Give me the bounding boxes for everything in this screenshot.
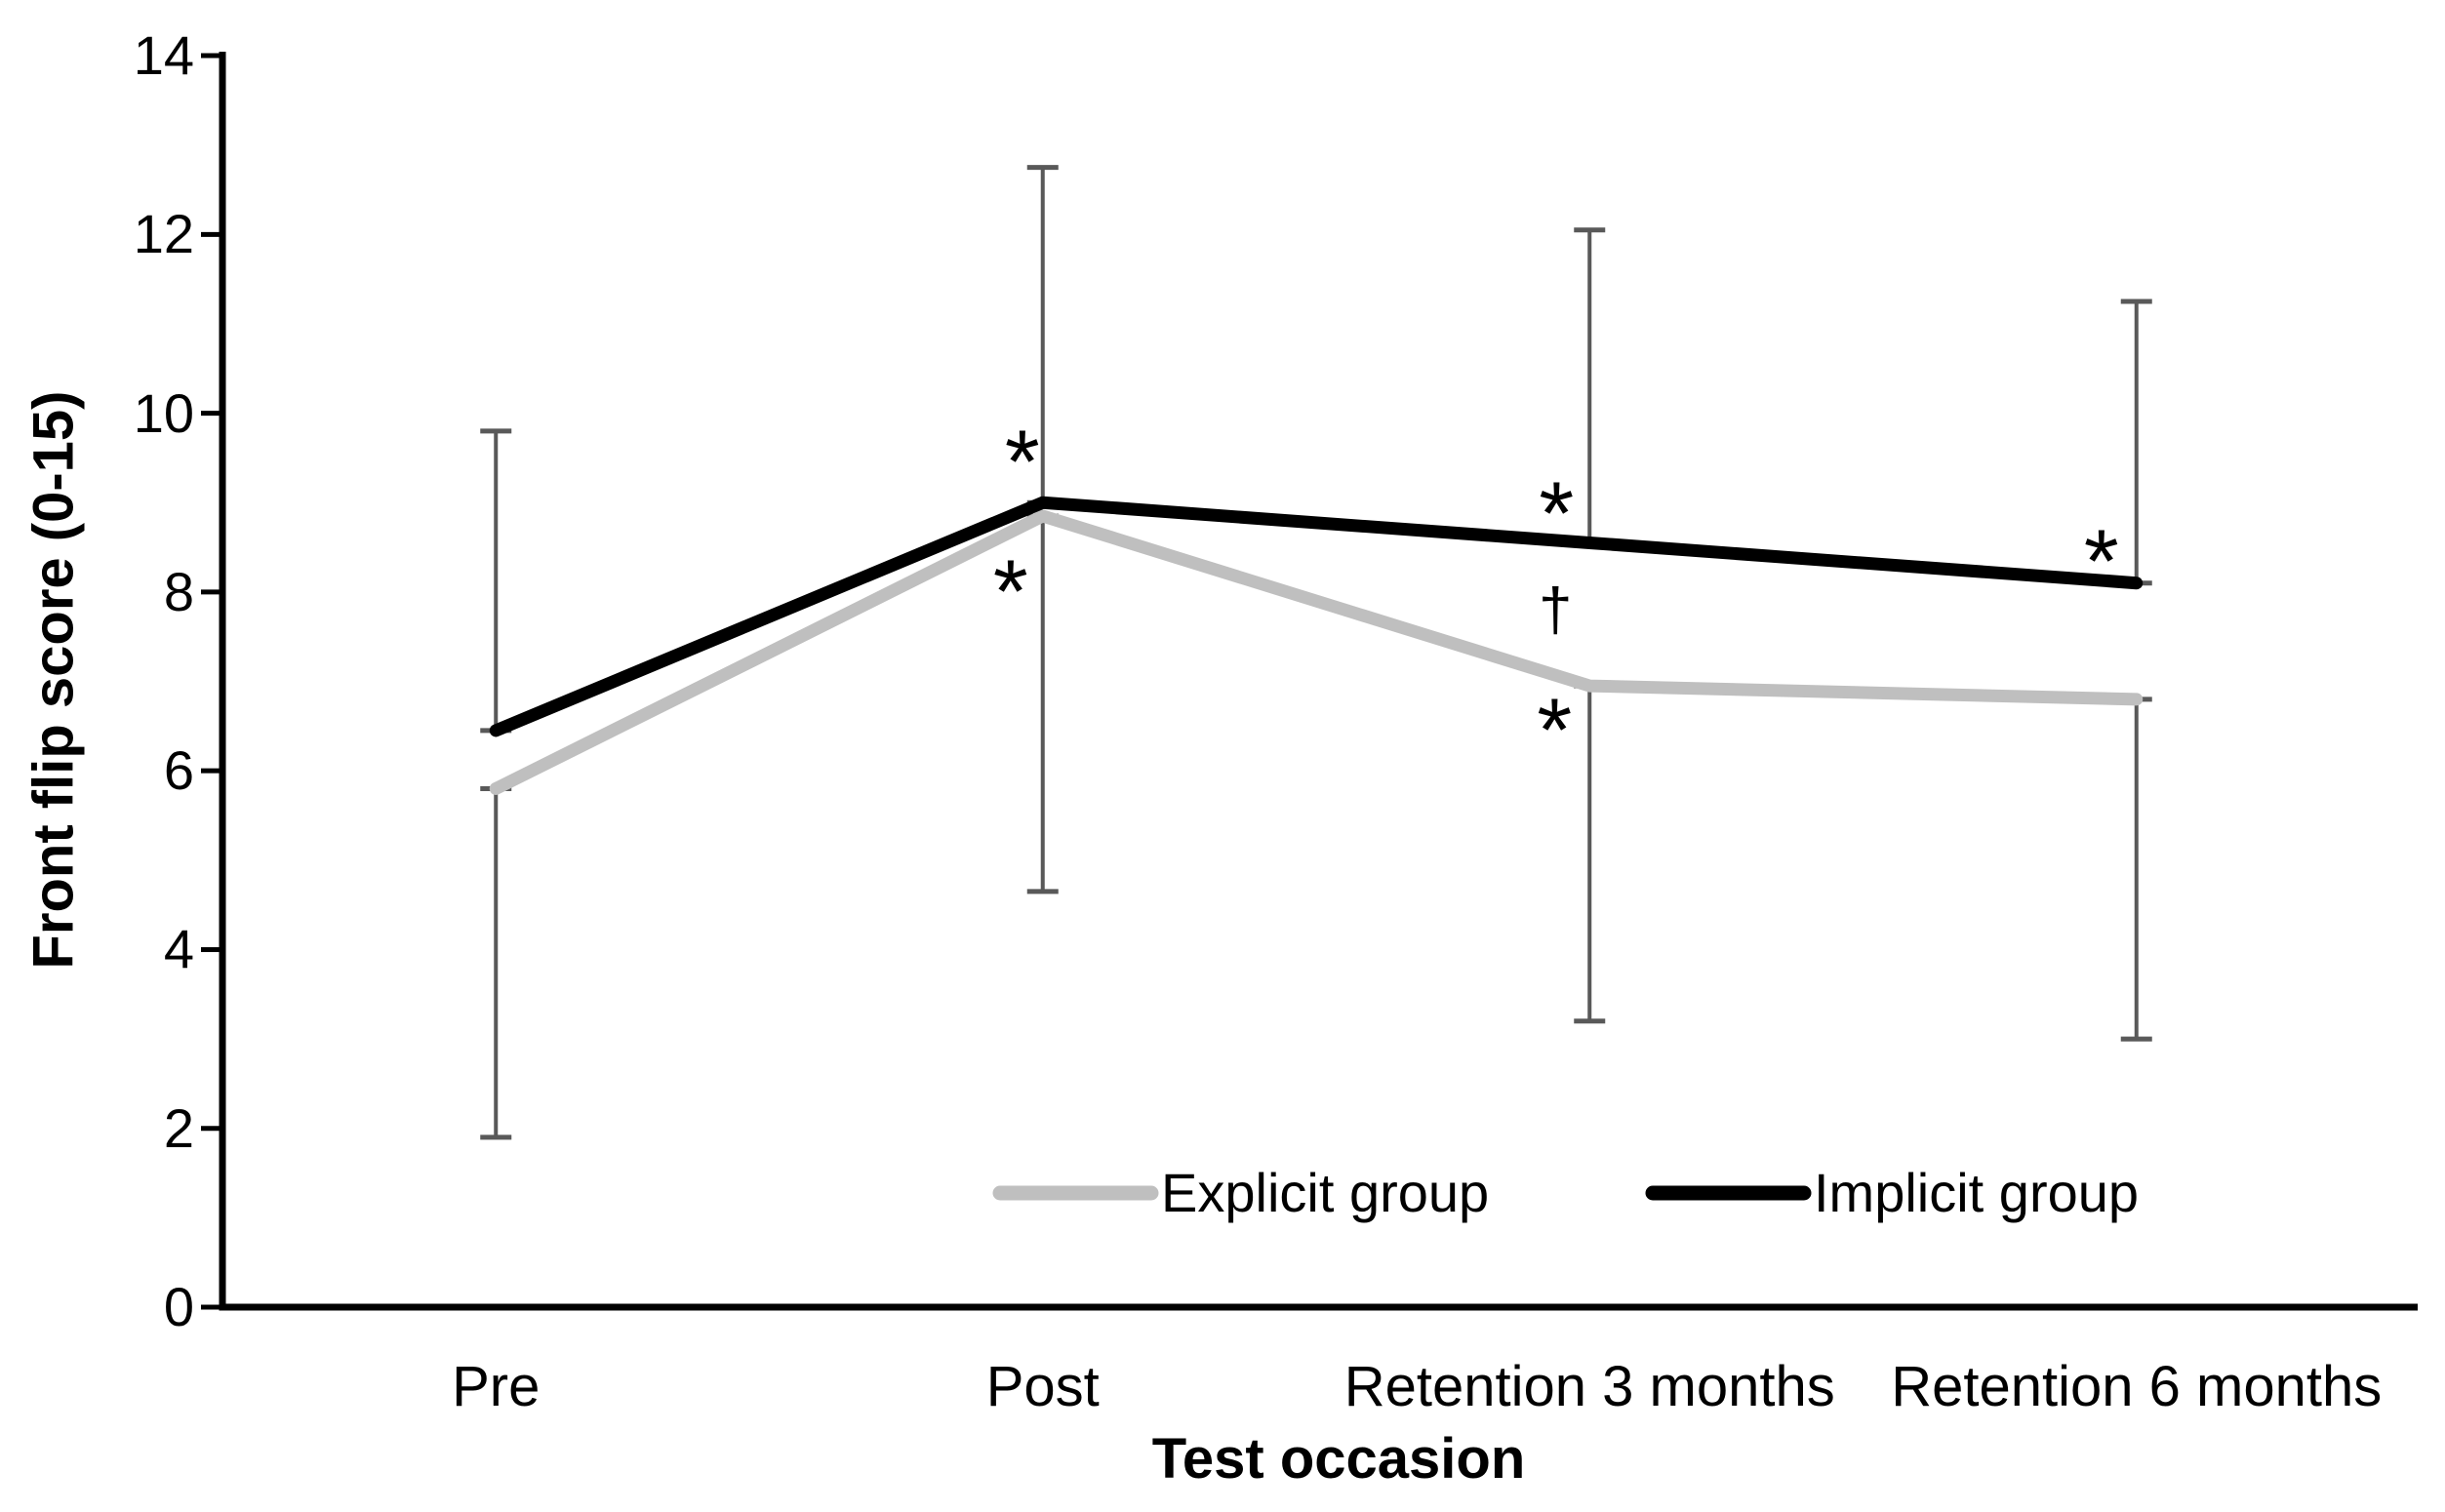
annotation-asterisk: * [1537, 680, 1573, 780]
y-tick-label-0: 0 [163, 1276, 194, 1337]
y-tick-label-10: 10 [133, 381, 194, 444]
annotation-asterisk: * [1004, 412, 1040, 512]
y-tick-label-4: 4 [163, 918, 194, 980]
y-axis-title: Front flip score (0-15) [21, 390, 86, 970]
legend-label-implicit: Implicit group [1814, 1162, 2140, 1223]
series-line-explicit [489, 509, 2144, 795]
y-tick-label-8: 8 [163, 560, 194, 622]
legend-label-explicit: Explicit group [1161, 1162, 1490, 1223]
x-category-label-1: Pre [452, 1355, 541, 1418]
x-axis-title: Test occasion [1151, 1427, 1526, 1491]
x-category-label-3: Retention 3 months [1343, 1355, 1835, 1418]
y-tick-label-12: 12 [133, 203, 194, 265]
y-tick-label-2: 2 [163, 1096, 194, 1159]
x-category-label-2: Post [985, 1355, 1100, 1418]
annotation-asterisk: * [2083, 512, 2119, 613]
annotation-asterisk: * [992, 541, 1028, 642]
series-line-implicit [489, 496, 2144, 737]
annotation-asterisk: * [1539, 463, 1575, 564]
y-tick-label-14: 14 [133, 24, 194, 87]
y-tick-label-6: 6 [163, 739, 194, 802]
x-category-label-4: Retention 6 months [1891, 1355, 2383, 1418]
annotation-dagger: † [1539, 576, 1573, 644]
